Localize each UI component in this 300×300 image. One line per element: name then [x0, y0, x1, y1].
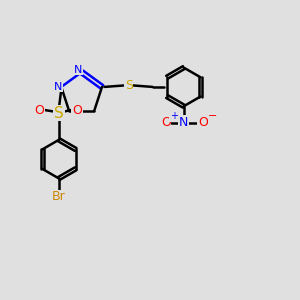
Text: −: − [208, 111, 218, 121]
Text: N: N [74, 65, 82, 75]
Text: Br: Br [52, 190, 66, 203]
Text: S: S [125, 79, 133, 92]
Text: N: N [179, 116, 188, 129]
Text: O: O [198, 116, 208, 129]
Text: S: S [54, 106, 64, 121]
Text: O: O [161, 116, 171, 129]
Text: +: + [170, 111, 178, 121]
Text: N: N [54, 82, 62, 92]
Text: O: O [34, 103, 44, 117]
Text: O: O [72, 103, 82, 117]
